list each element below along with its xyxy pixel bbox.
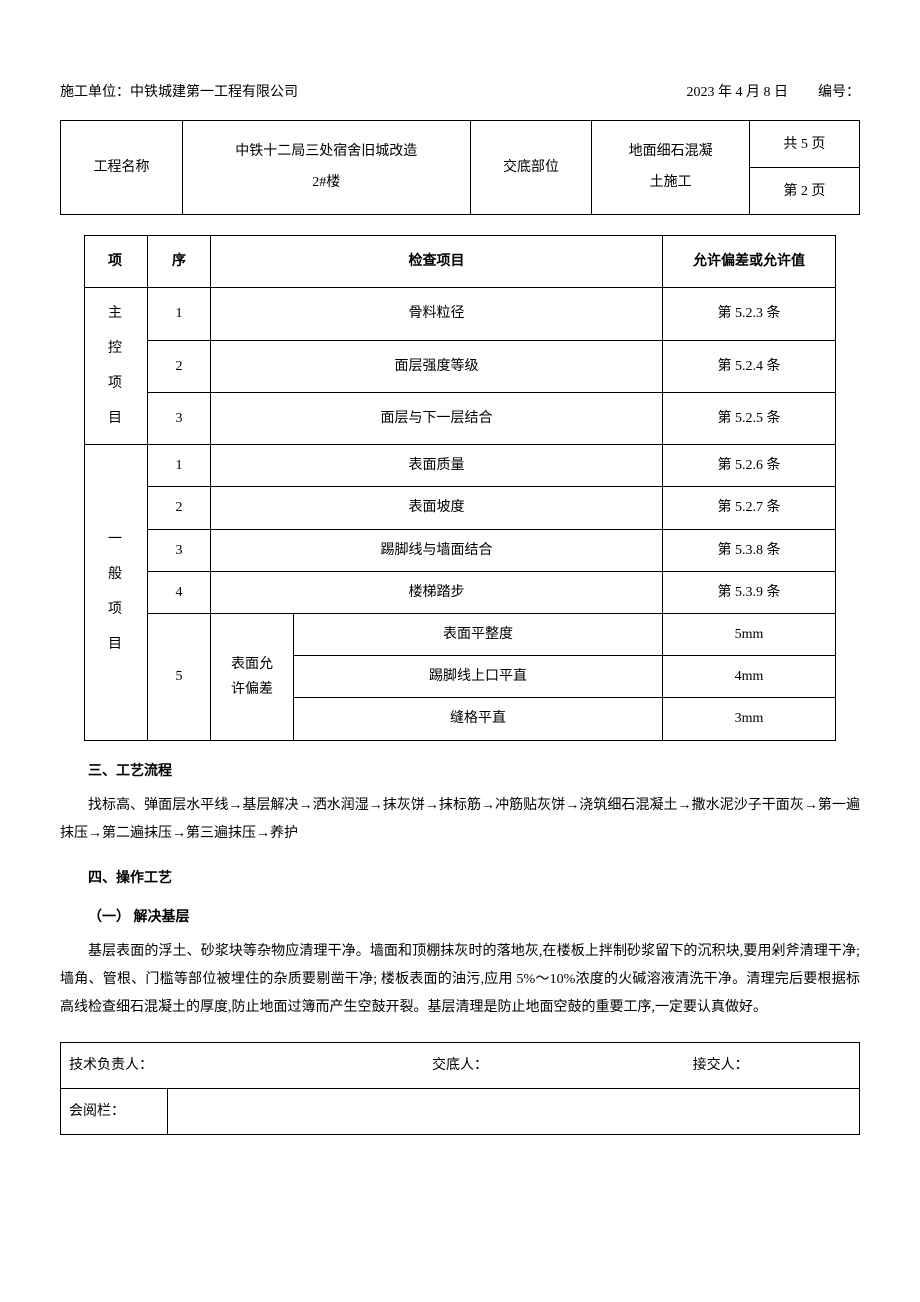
section-3-title: 三、工艺流程 [60, 759, 860, 784]
item-cell: 骨料粒径 [211, 288, 663, 340]
item-cell: 表面坡度 [211, 487, 663, 529]
table-row: 2 表面坡度 第 5.2.7 条 [85, 487, 836, 529]
item-cell: 踢脚线上口平直 [294, 656, 663, 698]
table-row: 主控项目 1 骨料粒径 第 5.2.3 条 [85, 288, 836, 340]
table-row: 2 面层强度等级 第 5.2.4 条 [85, 340, 836, 392]
item-cell: 面层强度等级 [211, 340, 663, 392]
sublabel-line2: 许偏差 [217, 677, 287, 702]
seq-cell: 1 [148, 445, 211, 487]
table-row: 4 楼梯踏步 第 5.3.9 条 [85, 571, 836, 613]
table-row: 3 踢脚线与墙面结合 第 5.3.8 条 [85, 529, 836, 571]
section-4-1-title: （一） 解决基层 [60, 905, 860, 930]
col-category: 项 [85, 236, 148, 288]
disclosure-part-label: 交底部位 [470, 121, 592, 215]
disclosure-part-line2: 土施工 [598, 168, 742, 199]
allow-cell: 第 5.2.7 条 [663, 487, 836, 529]
seq-cell: 2 [148, 487, 211, 529]
group1-label: 主控项目 [85, 288, 148, 445]
section-4-1-body: 基层表面的浮土、砂浆块等杂物应清理干净。墙面和顶棚抹灰时的落地灰,在楼板上拌制砂… [60, 938, 860, 1022]
table-row: 3 面层与下一层结合 第 5.2.5 条 [85, 392, 836, 444]
info-table: 工程名称 中铁十二局三处宿舍旧城改造 2#楼 交底部位 地面细石混凝 土施工 共… [60, 120, 860, 215]
item-cell: 楼梯踏步 [211, 571, 663, 613]
tech-lead-label: 技术负责人： [69, 1053, 330, 1078]
group2-label: 一般项目 [85, 445, 148, 740]
construction-unit-label: 施工单位： [60, 85, 130, 100]
construction-unit: 施工单位：中铁城建第一工程有限公司 [60, 80, 687, 105]
sign-row-cell: 技术负责人： 交底人： 接交人： [61, 1043, 860, 1089]
allow-cell: 第 5.3.9 条 [663, 571, 836, 613]
col-allow: 允许偏差或允许值 [663, 236, 836, 288]
col-item: 检查项目 [211, 236, 663, 288]
allow-cell: 第 5.2.4 条 [663, 340, 836, 392]
allow-cell: 第 5.2.5 条 [663, 392, 836, 444]
document-date: 2023 年 4 月 8 日 [687, 80, 789, 105]
project-name-label: 工程名称 [61, 121, 183, 215]
col-seq: 序 [148, 236, 211, 288]
sublabel-cell: 表面允 许偏差 [211, 613, 294, 740]
review-label: 会阅栏： [61, 1089, 168, 1135]
project-name-line2: 2#楼 [189, 168, 464, 199]
section-3-body: 找标高、弹面层水平线→基层解决→洒水润湿→抹灰饼→抹标筋→冲筋贴灰饼→浇筑细石混… [60, 792, 860, 848]
item-cell: 面层与下一层结合 [211, 392, 663, 444]
sign-row: 技术负责人： 交底人： 接交人： [61, 1043, 860, 1089]
serial-label: 编号： [818, 80, 860, 105]
construction-unit-value: 中铁城建第一工程有限公司 [130, 85, 298, 100]
seq-cell: 3 [148, 529, 211, 571]
item-cell: 缝格平直 [294, 698, 663, 740]
disclosure-part-line1: 地面细石混凝 [598, 137, 742, 168]
header-line: 施工单位：中铁城建第一工程有限公司 2023 年 4 月 8 日 编号： [60, 80, 860, 105]
sublabel-line1: 表面允 [217, 652, 287, 677]
project-name-value: 中铁十二局三处宿舍旧城改造 2#楼 [182, 121, 470, 215]
table-row: 5 表面允 许偏差 表面平整度 5mm [85, 613, 836, 655]
section-4-title: 四、操作工艺 [60, 866, 860, 891]
allow-cell: 5mm [663, 613, 836, 655]
seq-cell: 2 [148, 340, 211, 392]
item-cell: 表面平整度 [294, 613, 663, 655]
allow-cell: 第 5.2.6 条 [663, 445, 836, 487]
total-pages: 共 5 页 [749, 121, 859, 168]
table-row: 一般项目 1 表面质量 第 5.2.6 条 [85, 445, 836, 487]
discloser-label: 交底人： [330, 1053, 591, 1078]
seq-cell: 4 [148, 571, 211, 613]
project-name-line1: 中铁十二局三处宿舍旧城改造 [189, 137, 464, 168]
allow-cell: 第 5.3.8 条 [663, 529, 836, 571]
sign-table: 技术负责人： 交底人： 接交人： 会阅栏： [60, 1042, 860, 1135]
header-right: 2023 年 4 月 8 日 编号： [687, 80, 861, 105]
check-table-header-row: 项 序 检查项目 允许偏差或允许值 [85, 236, 836, 288]
item-cell: 表面质量 [211, 445, 663, 487]
allow-cell: 第 5.2.3 条 [663, 288, 836, 340]
allow-cell: 3mm [663, 698, 836, 740]
seq-cell: 5 [148, 613, 211, 740]
seq-cell: 3 [148, 392, 211, 444]
allow-cell: 4mm [663, 656, 836, 698]
disclosure-part-value: 地面细石混凝 土施工 [592, 121, 749, 215]
check-table: 项 序 检查项目 允许偏差或允许值 主控项目 1 骨料粒径 第 5.2.3 条 … [84, 235, 836, 740]
review-row: 会阅栏： [61, 1089, 860, 1135]
item-cell: 踢脚线与墙面结合 [211, 529, 663, 571]
current-page: 第 2 页 [749, 168, 859, 215]
seq-cell: 1 [148, 288, 211, 340]
review-content [168, 1089, 860, 1135]
receiver-label: 接交人： [590, 1053, 851, 1078]
